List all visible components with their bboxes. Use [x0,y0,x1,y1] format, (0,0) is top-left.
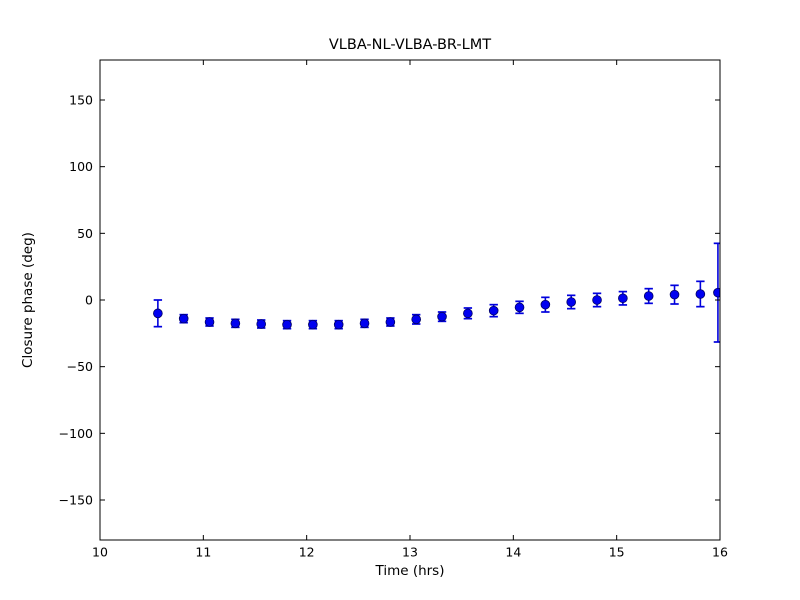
y-tick-label: −100 [59,426,93,441]
x-tick-label: 10 [92,545,108,560]
x-tick-label: 11 [195,545,211,560]
x-tick-label: 16 [712,545,728,560]
data-point [204,317,215,327]
data-point [230,318,241,329]
data-point [437,311,447,322]
data-point [669,289,680,300]
x-ticks: 10 11 12 13 14 15 16 [92,60,728,560]
x-tick-label: 12 [299,545,315,560]
y-tick-label: −50 [67,359,93,374]
data-point [566,297,576,307]
data-point [592,295,602,305]
data-point [359,318,370,329]
x-tick-label: 13 [402,545,418,560]
data-point [411,314,422,325]
data-point [514,302,525,313]
chart-title: VLBA-NL-VLBA-BR-LMT [328,37,492,53]
y-tick-label: 0 [85,293,93,308]
data-point [333,319,344,330]
data-point [385,317,396,327]
data-point [178,313,189,324]
y-tick-label: −150 [59,493,93,508]
x-axis-label: Time (hrs) [375,563,445,579]
data-point [308,319,318,330]
x-tick-label: 14 [505,545,521,560]
data-point [618,293,628,304]
x-tick-label: 15 [609,545,625,560]
data-point [695,289,706,299]
y-tick-label: 100 [69,159,93,174]
data-point [282,319,292,330]
data-point [540,299,551,310]
data-point [643,291,654,301]
data-point [463,308,473,319]
data-series [153,242,720,343]
data-point [153,308,163,319]
y-tick-label: 150 [69,93,93,108]
data-point [713,287,720,298]
data-point [488,305,499,316]
data-point [256,319,267,329]
y-ticks: −150 −100 −50 0 50 100 150 [59,93,720,508]
y-tick-label: 50 [77,226,93,241]
